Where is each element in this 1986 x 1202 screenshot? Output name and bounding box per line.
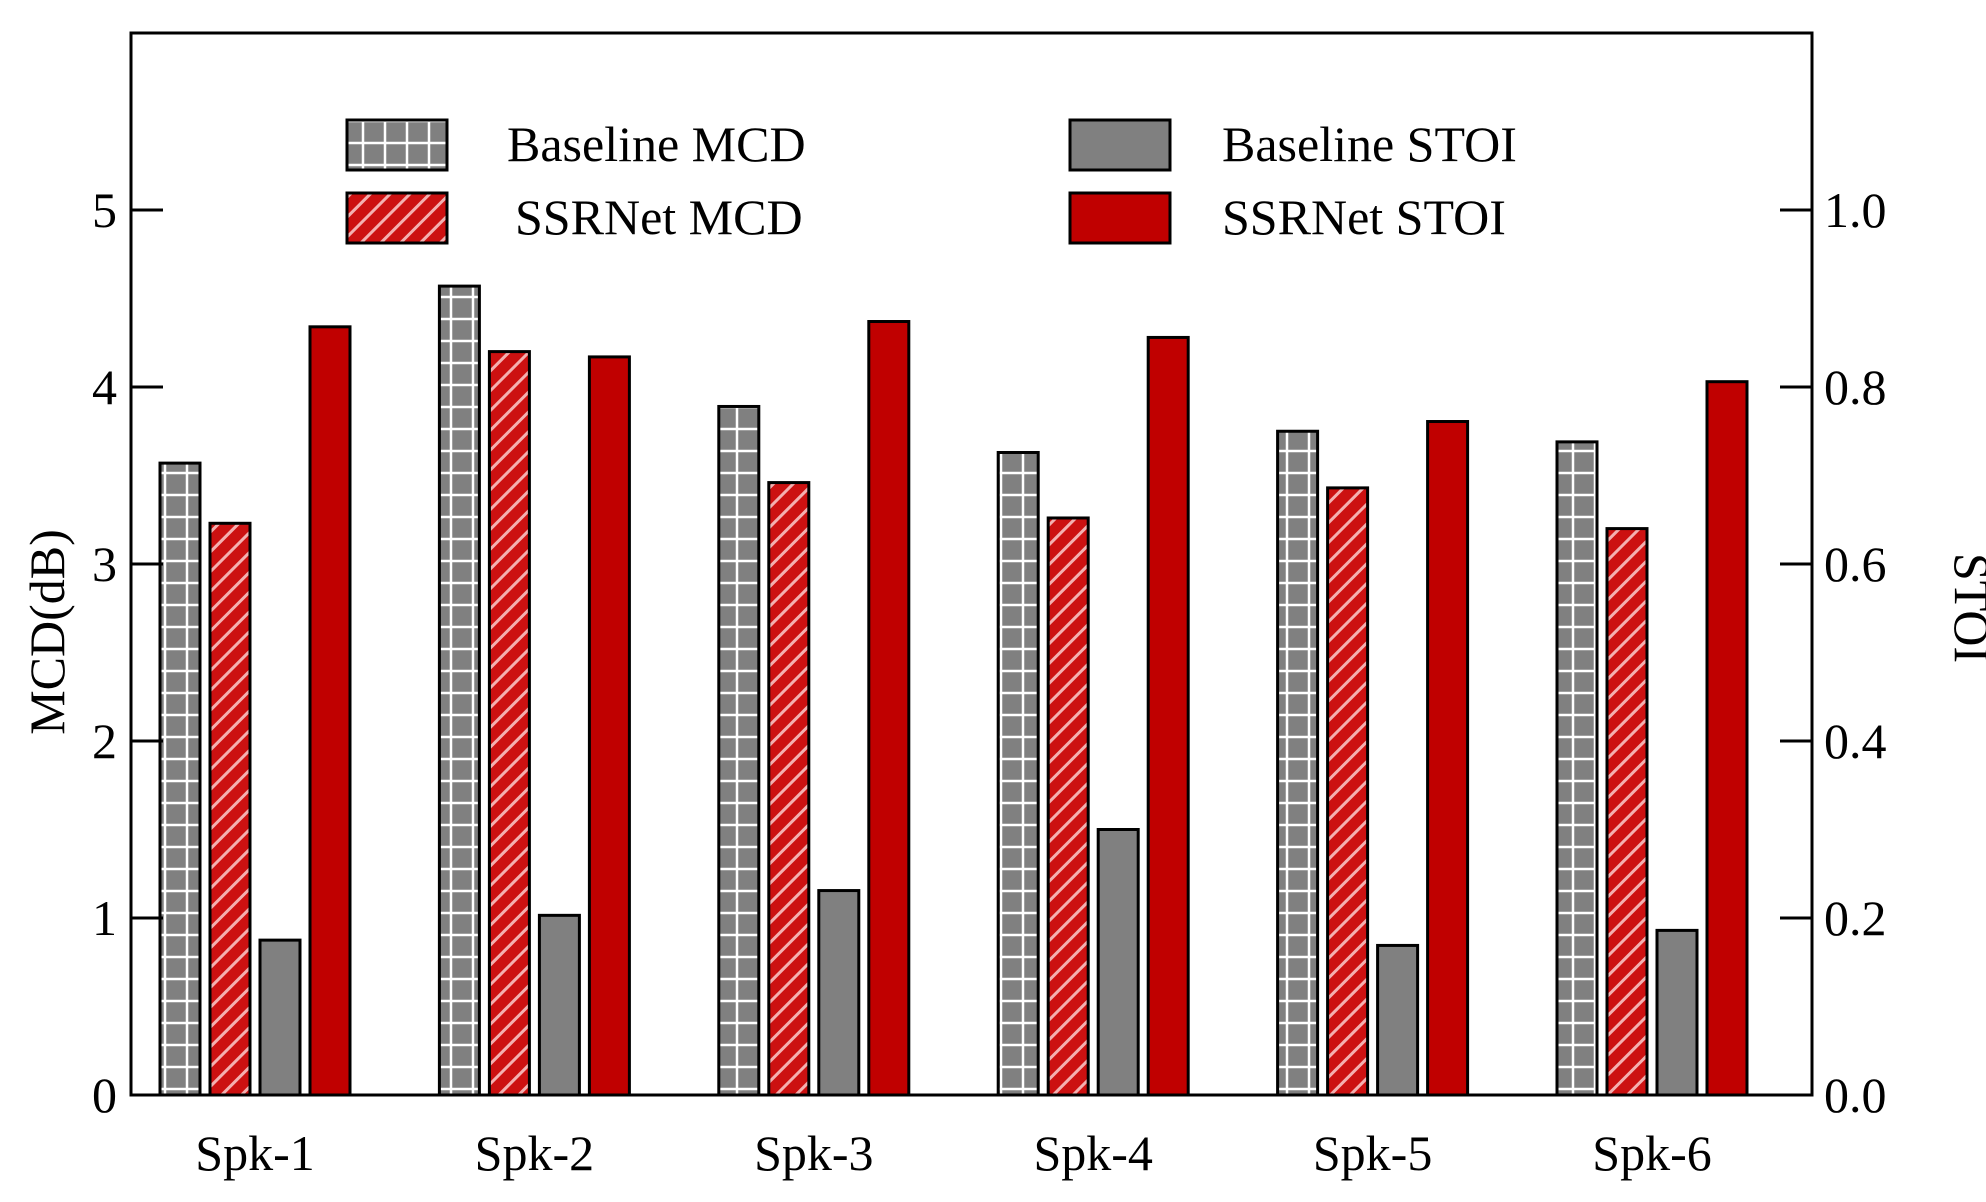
- legend-swatch-baseline-stoi: [1068, 118, 1172, 172]
- x-tick-label: Spk-2: [475, 1125, 594, 1181]
- bar-baseline-mcd-spk-5: [1276, 429, 1320, 1097]
- bar-baseline-stoi-spk-6: [1655, 928, 1699, 1097]
- left-tick-label: 3: [92, 536, 117, 592]
- bar-baseline-mcd-spk-3: [717, 404, 761, 1097]
- bar-ssrnet-mcd-spk-2: [487, 350, 531, 1097]
- bar-baseline-mcd-spk-4: [996, 450, 1040, 1097]
- x-tick-label: Spk-4: [1033, 1125, 1152, 1181]
- x-axis: Spk-1 Spk-2 Spk-3 Spk-4 Spk-5 Spk-6: [195, 1125, 1711, 1181]
- x-tick-label: Spk-1: [195, 1125, 314, 1181]
- bar-ssrnet-mcd-spk-6: [1605, 527, 1649, 1097]
- left-axis: 0 1 2 3 4 5: [92, 182, 163, 1123]
- bars-layer: [158, 284, 1749, 1097]
- bar-baseline-mcd-spk-1: [158, 461, 202, 1097]
- x-tick-label: Spk-5: [1313, 1125, 1432, 1181]
- right-tick-label: 0.2: [1824, 890, 1887, 946]
- right-tick-label: 0.0: [1824, 1067, 1887, 1123]
- legend-swatch-ssrnet-stoi: [1068, 191, 1172, 245]
- bar-ssrnet-stoi-spk-5: [1426, 420, 1470, 1097]
- left-tick-label: 1: [92, 890, 117, 946]
- left-tick-label: 4: [92, 359, 117, 415]
- y2-axis-title: STOI: [1944, 553, 1986, 663]
- bar-ssrnet-stoi-spk-6: [1705, 380, 1749, 1097]
- bar-baseline-stoi-spk-4: [1096, 828, 1140, 1097]
- x-tick-label: Spk-3: [754, 1125, 873, 1181]
- legend: Baseline MCD SSRNet MCD Baseline STOI SSRNe…: [345, 116, 1517, 245]
- right-tick-label: 0.6: [1824, 536, 1887, 592]
- bar-ssrnet-stoi-spk-4: [1146, 335, 1190, 1097]
- bar-ssrnet-stoi-spk-2: [587, 355, 631, 1097]
- right-tick-label: 0.4: [1824, 713, 1887, 769]
- bar-baseline-stoi-spk-3: [817, 889, 861, 1097]
- bar-ssrnet-mcd-spk-1: [208, 521, 252, 1097]
- left-tick-label: 2: [92, 713, 117, 769]
- left-tick-label: 5: [92, 182, 117, 238]
- legend-label-ssrnet-stoi: SSRNet STOI: [1222, 189, 1506, 245]
- y-axis-title: MCD(dB): [19, 529, 75, 735]
- legend-label-baseline-stoi: Baseline STOI: [1222, 116, 1517, 172]
- bar-ssrnet-mcd-spk-5: [1326, 486, 1370, 1097]
- bar-baseline-mcd-spk-6: [1555, 440, 1599, 1097]
- bar-baseline-stoi-spk-5: [1376, 943, 1420, 1097]
- x-tick-label: Spk-6: [1592, 1125, 1711, 1181]
- left-tick-label: 0: [92, 1067, 117, 1123]
- bar-ssrnet-stoi-spk-3: [867, 320, 911, 1097]
- bar-ssrnet-mcd-spk-4: [1046, 516, 1090, 1097]
- bar-baseline-mcd-spk-2: [437, 284, 481, 1097]
- bar-ssrnet-mcd-spk-3: [767, 481, 811, 1097]
- legend-swatch-baseline-mcd: [345, 118, 449, 172]
- bar-baseline-stoi-spk-2: [537, 913, 581, 1097]
- legend-label-ssrnet-mcd: SSRNet MCD: [515, 189, 803, 245]
- legend-label-baseline-mcd: Baseline MCD: [507, 116, 806, 172]
- bar-baseline-stoi-spk-1: [258, 938, 302, 1097]
- bar-ssrnet-stoi-spk-1: [308, 325, 352, 1097]
- legend-swatch-ssrnet-mcd: [345, 191, 449, 245]
- right-axis: 0.0 0.2 0.4 0.6 0.8 1.0: [1780, 182, 1887, 1123]
- right-tick-label: 1.0: [1824, 182, 1887, 238]
- right-tick-label: 0.8: [1824, 359, 1887, 415]
